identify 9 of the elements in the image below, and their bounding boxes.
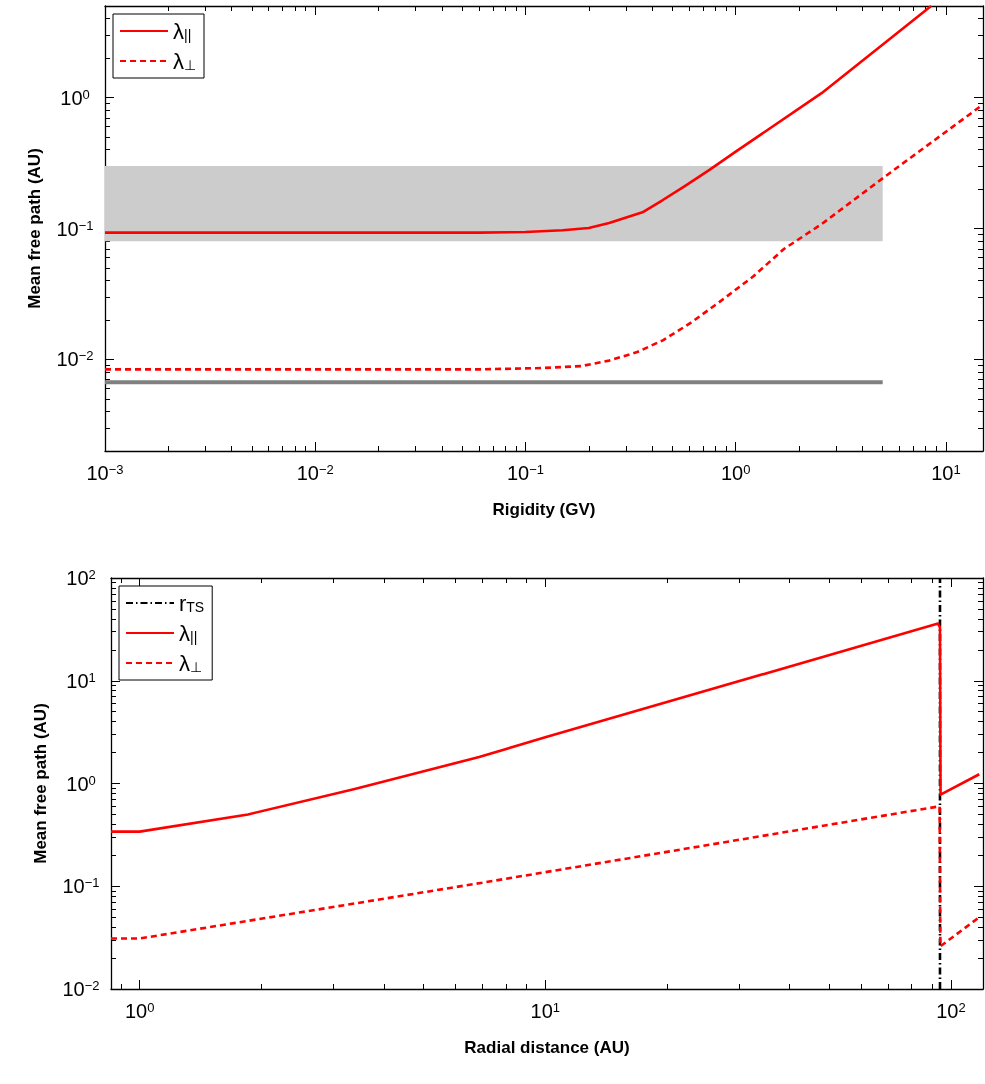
y-axis-title: Mean free path (AU) (31, 703, 50, 864)
legend-label: λ⊥ (179, 650, 202, 676)
legend-label: λ|| (173, 18, 192, 44)
y-axis-title: Mean free path (AU) (25, 148, 44, 309)
x-axis-title: Radial distance (AU) (464, 1038, 630, 1057)
legend-label: rTS (179, 590, 205, 616)
x-axis-title: Rigidity (GV) (492, 500, 596, 519)
legend-label: λ⊥ (173, 48, 196, 74)
legend-label: λ|| (179, 620, 198, 646)
